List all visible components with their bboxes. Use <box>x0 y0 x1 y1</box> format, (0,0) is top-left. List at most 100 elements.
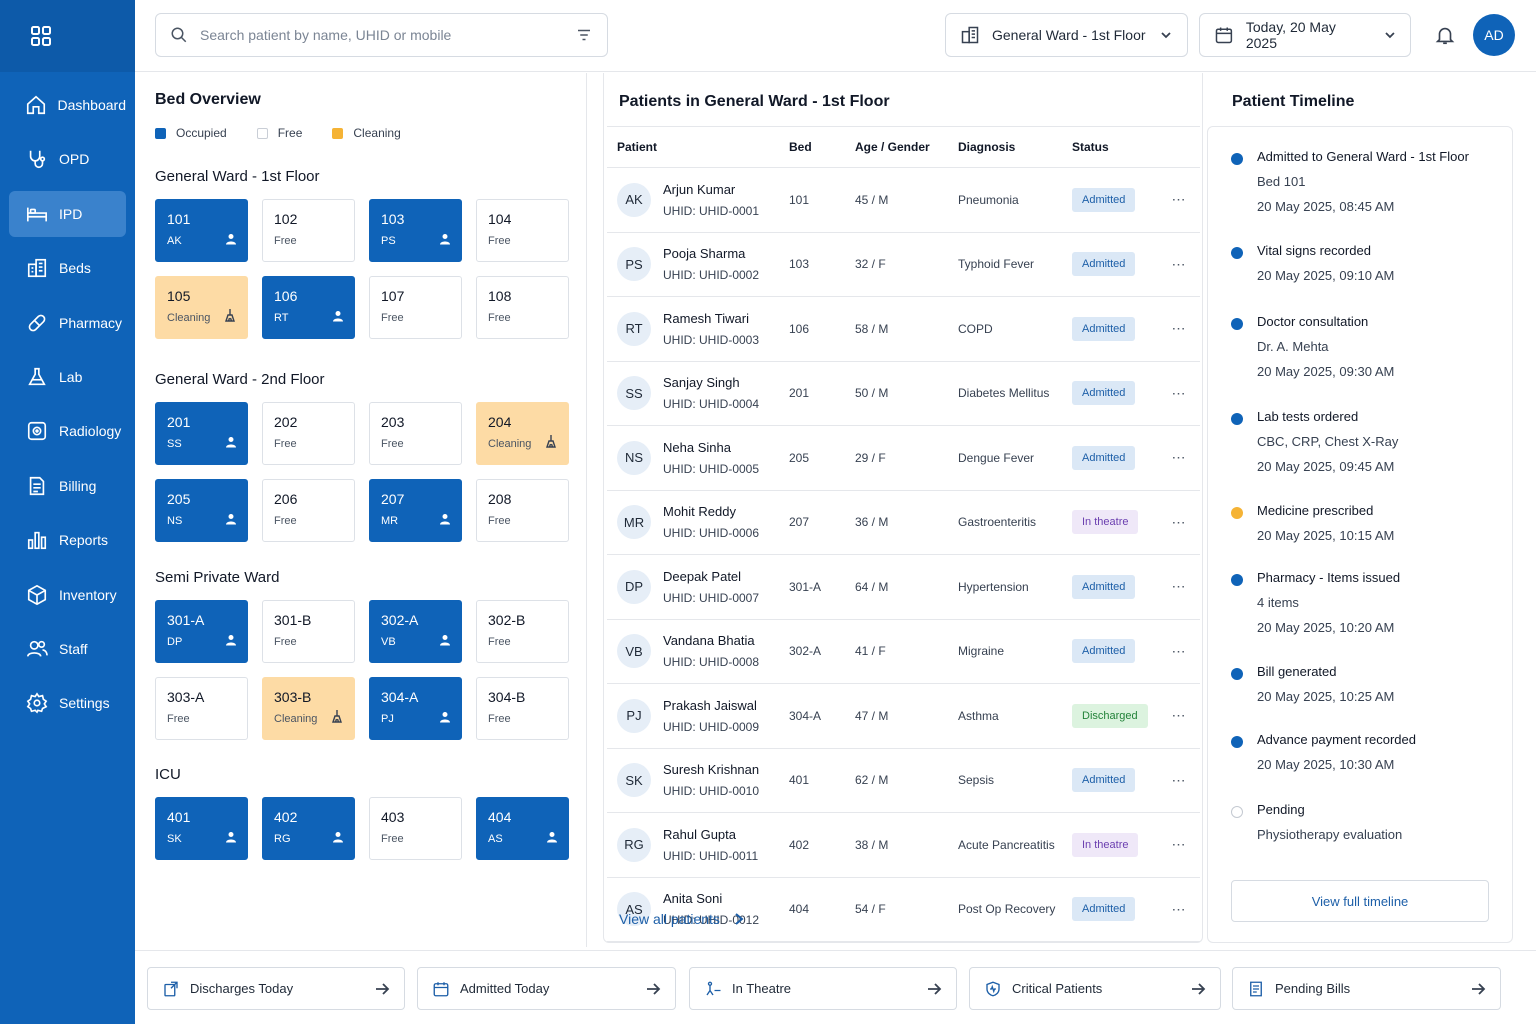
bed-cell: 103 <box>789 257 810 272</box>
bed-card[interactable]: 204 Cleaning <box>476 402 569 465</box>
sidebar-item-beds[interactable]: Beds <box>9 245 126 291</box>
critical-patients-button[interactable]: Critical Patients <box>969 967 1221 1010</box>
in-theatre-button[interactable]: In Theatre <box>689 967 957 1010</box>
avatar[interactable]: AD <box>1473 14 1515 56</box>
ward-select[interactable]: General Ward - 1st Floor <box>945 13 1188 57</box>
row-actions-button[interactable]: ⋯ <box>1164 772 1194 789</box>
sidebar-item-pharmacy[interactable]: Pharmacy <box>9 300 126 346</box>
row-actions-button[interactable]: ⋯ <box>1164 256 1194 273</box>
sidebar-item-billing[interactable]: Billing <box>9 463 126 509</box>
timeline-item: Medicine prescribed 20 May 2025, 10:15 AM <box>1231 503 1394 543</box>
row-actions-button[interactable]: ⋯ <box>1164 385 1194 402</box>
bed-card[interactable]: 105 Cleaning <box>155 276 248 339</box>
bed-card[interactable]: 102 Free <box>262 199 355 262</box>
bed-card[interactable]: 203 Free <box>369 402 462 465</box>
bed-card[interactable]: 205 NS <box>155 479 248 542</box>
table-row[interactable]: DP Deepak Patel UHID: UHID-0007 301-A 64 / M… <box>607 555 1200 620</box>
bed-card[interactable]: 301-B Free <box>262 600 355 663</box>
pill-icon <box>25 311 49 335</box>
table-row[interactable]: VB Vandana Bhatia UHID: UHID-0008 302-A 41 /… <box>607 620 1200 684</box>
table-row[interactable]: AS Anita Soni UHID: UHID-0012 404 54 / F Post… <box>607 878 1200 942</box>
bed-card[interactable]: 208 Free <box>476 479 569 542</box>
row-actions-button[interactable]: ⋯ <box>1164 320 1194 337</box>
bed-grid: 401 SK 402 RG 403 Free 404 AS <box>155 797 569 860</box>
table-row[interactable]: SK Suresh Krishnan UHID: UHID-0010 401 62 / … <box>607 749 1200 813</box>
row-actions-button[interactable]: ⋯ <box>1164 836 1194 853</box>
bed-number: 101 <box>167 211 191 227</box>
bed-number: 203 <box>381 414 405 430</box>
bed-card[interactable]: 401 SK <box>155 797 248 860</box>
bed-card[interactable]: 403 Free <box>369 797 462 860</box>
row-actions-button[interactable]: ⋯ <box>1164 514 1194 531</box>
date-select[interactable]: Today, 20 May 2025 <box>1199 13 1411 57</box>
table-row[interactable]: AK Arjun Kumar UHID: UHID-0001 101 45 / M Pne… <box>607 168 1200 233</box>
bed-card[interactable]: 103 PS <box>369 199 462 262</box>
bed-card[interactable]: 402 RG <box>262 797 355 860</box>
sidebar-item-staff[interactable]: Staff <box>9 626 126 672</box>
search-icon <box>171 27 187 43</box>
bed-card[interactable]: 301-A DP <box>155 600 248 663</box>
sidebar-item-inventory[interactable]: Inventory <box>9 572 126 618</box>
bed-grid: 101 AK 102 Free 103 PS 104 Free 105 Cleaning 106 RT… <box>155 199 569 339</box>
view-full-timeline-button[interactable]: View full timeline <box>1231 880 1489 922</box>
view-all-patients-link[interactable]: View all patients <box>619 911 744 927</box>
discharges-today-button[interactable]: Discharges Today <box>147 967 405 1010</box>
more-icon: ⋯ <box>1171 255 1187 272</box>
table-row[interactable]: MR Mohit Reddy UHID: UHID-0006 207 36 / M Gas… <box>607 491 1200 555</box>
admitted-today-button[interactable]: Admitted Today <box>417 967 676 1010</box>
sidebar-item-reports[interactable]: Reports <box>9 517 126 563</box>
row-actions-button[interactable]: ⋯ <box>1164 643 1194 660</box>
status-badge: In theatre <box>1072 510 1139 535</box>
bed-card[interactable]: 201 SS <box>155 402 248 465</box>
ward-section: Semi Private Ward 301-A DP 301-B Free 302-A VB… <box>155 569 569 740</box>
sidebar-item-dashboard[interactable]: Dashboard <box>9 82 126 128</box>
timeline-detail: 20 May 2025, 10:20 AM <box>1257 620 1395 635</box>
sidebar-item-ipd[interactable]: IPD <box>9 190 126 237</box>
app-logo[interactable] <box>0 0 135 72</box>
table-row[interactable]: RT Ramesh Tiwari UHID: UHID-0003 106 58 / M C… <box>607 297 1200 362</box>
bed-card[interactable]: 302-B Free <box>476 600 569 663</box>
row-actions-button[interactable]: ⋯ <box>1164 578 1194 595</box>
row-actions-button[interactable]: ⋯ <box>1164 191 1194 208</box>
table-row[interactable]: RG Rahul Gupta UHID: UHID-0011 402 38 / M Acu… <box>607 813 1200 878</box>
patient-uhid: UHID: UHID-0007 <box>663 590 760 605</box>
document-icon <box>25 474 49 498</box>
sidebar-item-opd[interactable]: OPD <box>9 136 126 182</box>
bed-card[interactable]: 303-B Cleaning <box>262 677 355 740</box>
bed-card[interactable]: 404 AS <box>476 797 569 860</box>
bed-card[interactable]: 302-A VB <box>369 600 462 663</box>
broom-icon <box>223 308 237 327</box>
row-actions-button[interactable]: ⋯ <box>1164 449 1194 466</box>
bed-card[interactable]: 101 AK <box>155 199 248 262</box>
stethoscope-icon <box>25 147 49 171</box>
bed-card[interactable]: 206 Free <box>262 479 355 542</box>
bed-card[interactable]: 108 Free <box>476 276 569 339</box>
bed-card[interactable]: 207 MR <box>369 479 462 542</box>
notifications-button[interactable] <box>1434 24 1456 51</box>
sidebar-item-radiology[interactable]: Radiology <box>9 408 126 454</box>
bed-card[interactable]: 104 Free <box>476 199 569 262</box>
sidebar-item-settings[interactable]: Settings <box>9 680 126 726</box>
table-row[interactable]: NS Neha Sinha UHID: UHID-0005 205 29 / F Deng… <box>607 426 1200 491</box>
search-input[interactable]: Search patient by name, UHID or mobile <box>155 13 608 57</box>
sidebar-item-lab[interactable]: Lab <box>9 354 126 400</box>
bed-card[interactable]: 304-B Free <box>476 677 569 740</box>
filter-icon[interactable] <box>575 26 593 44</box>
more-icon: ⋯ <box>1171 836 1187 853</box>
bed-status: Free <box>274 438 297 450</box>
bed-card[interactable]: 106 RT <box>262 276 355 339</box>
table-row[interactable]: PJ Prakash Jaiswal UHID: UHID-0009 304-A 47 … <box>607 684 1200 749</box>
age-gender-cell: 54 / F <box>855 902 886 917</box>
bed-card[interactable]: 107 Free <box>369 276 462 339</box>
timeline-event: Doctor consultation <box>1257 314 1369 329</box>
table-row[interactable]: PS Pooja Sharma UHID: UHID-0002 103 32 / F Ty… <box>607 233 1200 297</box>
table-row[interactable]: SS Sanjay Singh UHID: UHID-0004 201 50 / M Di… <box>607 362 1200 426</box>
pending-bills-button[interactable]: Pending Bills <box>1232 967 1501 1010</box>
row-actions-button[interactable]: ⋯ <box>1164 901 1194 918</box>
patient-cell: SS Sanjay Singh UHID: UHID-0004 <box>607 375 789 411</box>
bed-card[interactable]: 304-A PJ <box>369 677 462 740</box>
bed-card[interactable]: 303-A Free <box>155 677 248 740</box>
row-actions-button[interactable]: ⋯ <box>1164 707 1194 724</box>
bed-card[interactable]: 202 Free <box>262 402 355 465</box>
status-badge: Admitted <box>1072 768 1136 793</box>
